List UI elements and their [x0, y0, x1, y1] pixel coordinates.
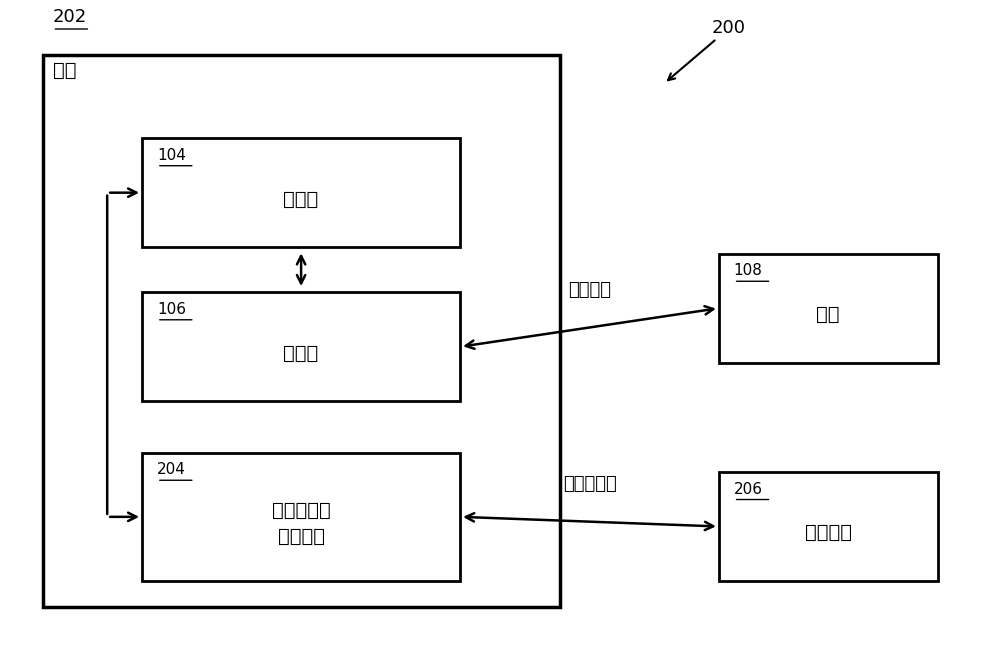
- Text: 206: 206: [734, 481, 763, 496]
- FancyBboxPatch shape: [142, 453, 460, 581]
- FancyBboxPatch shape: [43, 54, 560, 607]
- Text: 远距离无线
通信单元: 远距离无线 通信单元: [272, 500, 330, 546]
- Text: 远距离通信: 远距离通信: [563, 475, 616, 492]
- Text: 106: 106: [157, 302, 186, 317]
- Text: 读取器: 读取器: [283, 343, 319, 363]
- Text: 标签: 标签: [816, 305, 840, 324]
- Text: 204: 204: [157, 462, 186, 478]
- FancyBboxPatch shape: [142, 292, 460, 401]
- FancyBboxPatch shape: [142, 138, 460, 248]
- Text: 202: 202: [53, 8, 87, 26]
- Text: 108: 108: [734, 263, 763, 278]
- FancyBboxPatch shape: [719, 472, 938, 581]
- Text: 通信信道: 通信信道: [568, 281, 611, 299]
- Text: 设备: 设备: [53, 61, 76, 80]
- Text: 104: 104: [157, 148, 186, 163]
- Text: 控制器: 控制器: [283, 190, 319, 209]
- Text: 移动装置: 移动装置: [805, 524, 852, 542]
- FancyBboxPatch shape: [719, 253, 938, 363]
- Text: 200: 200: [712, 19, 746, 38]
